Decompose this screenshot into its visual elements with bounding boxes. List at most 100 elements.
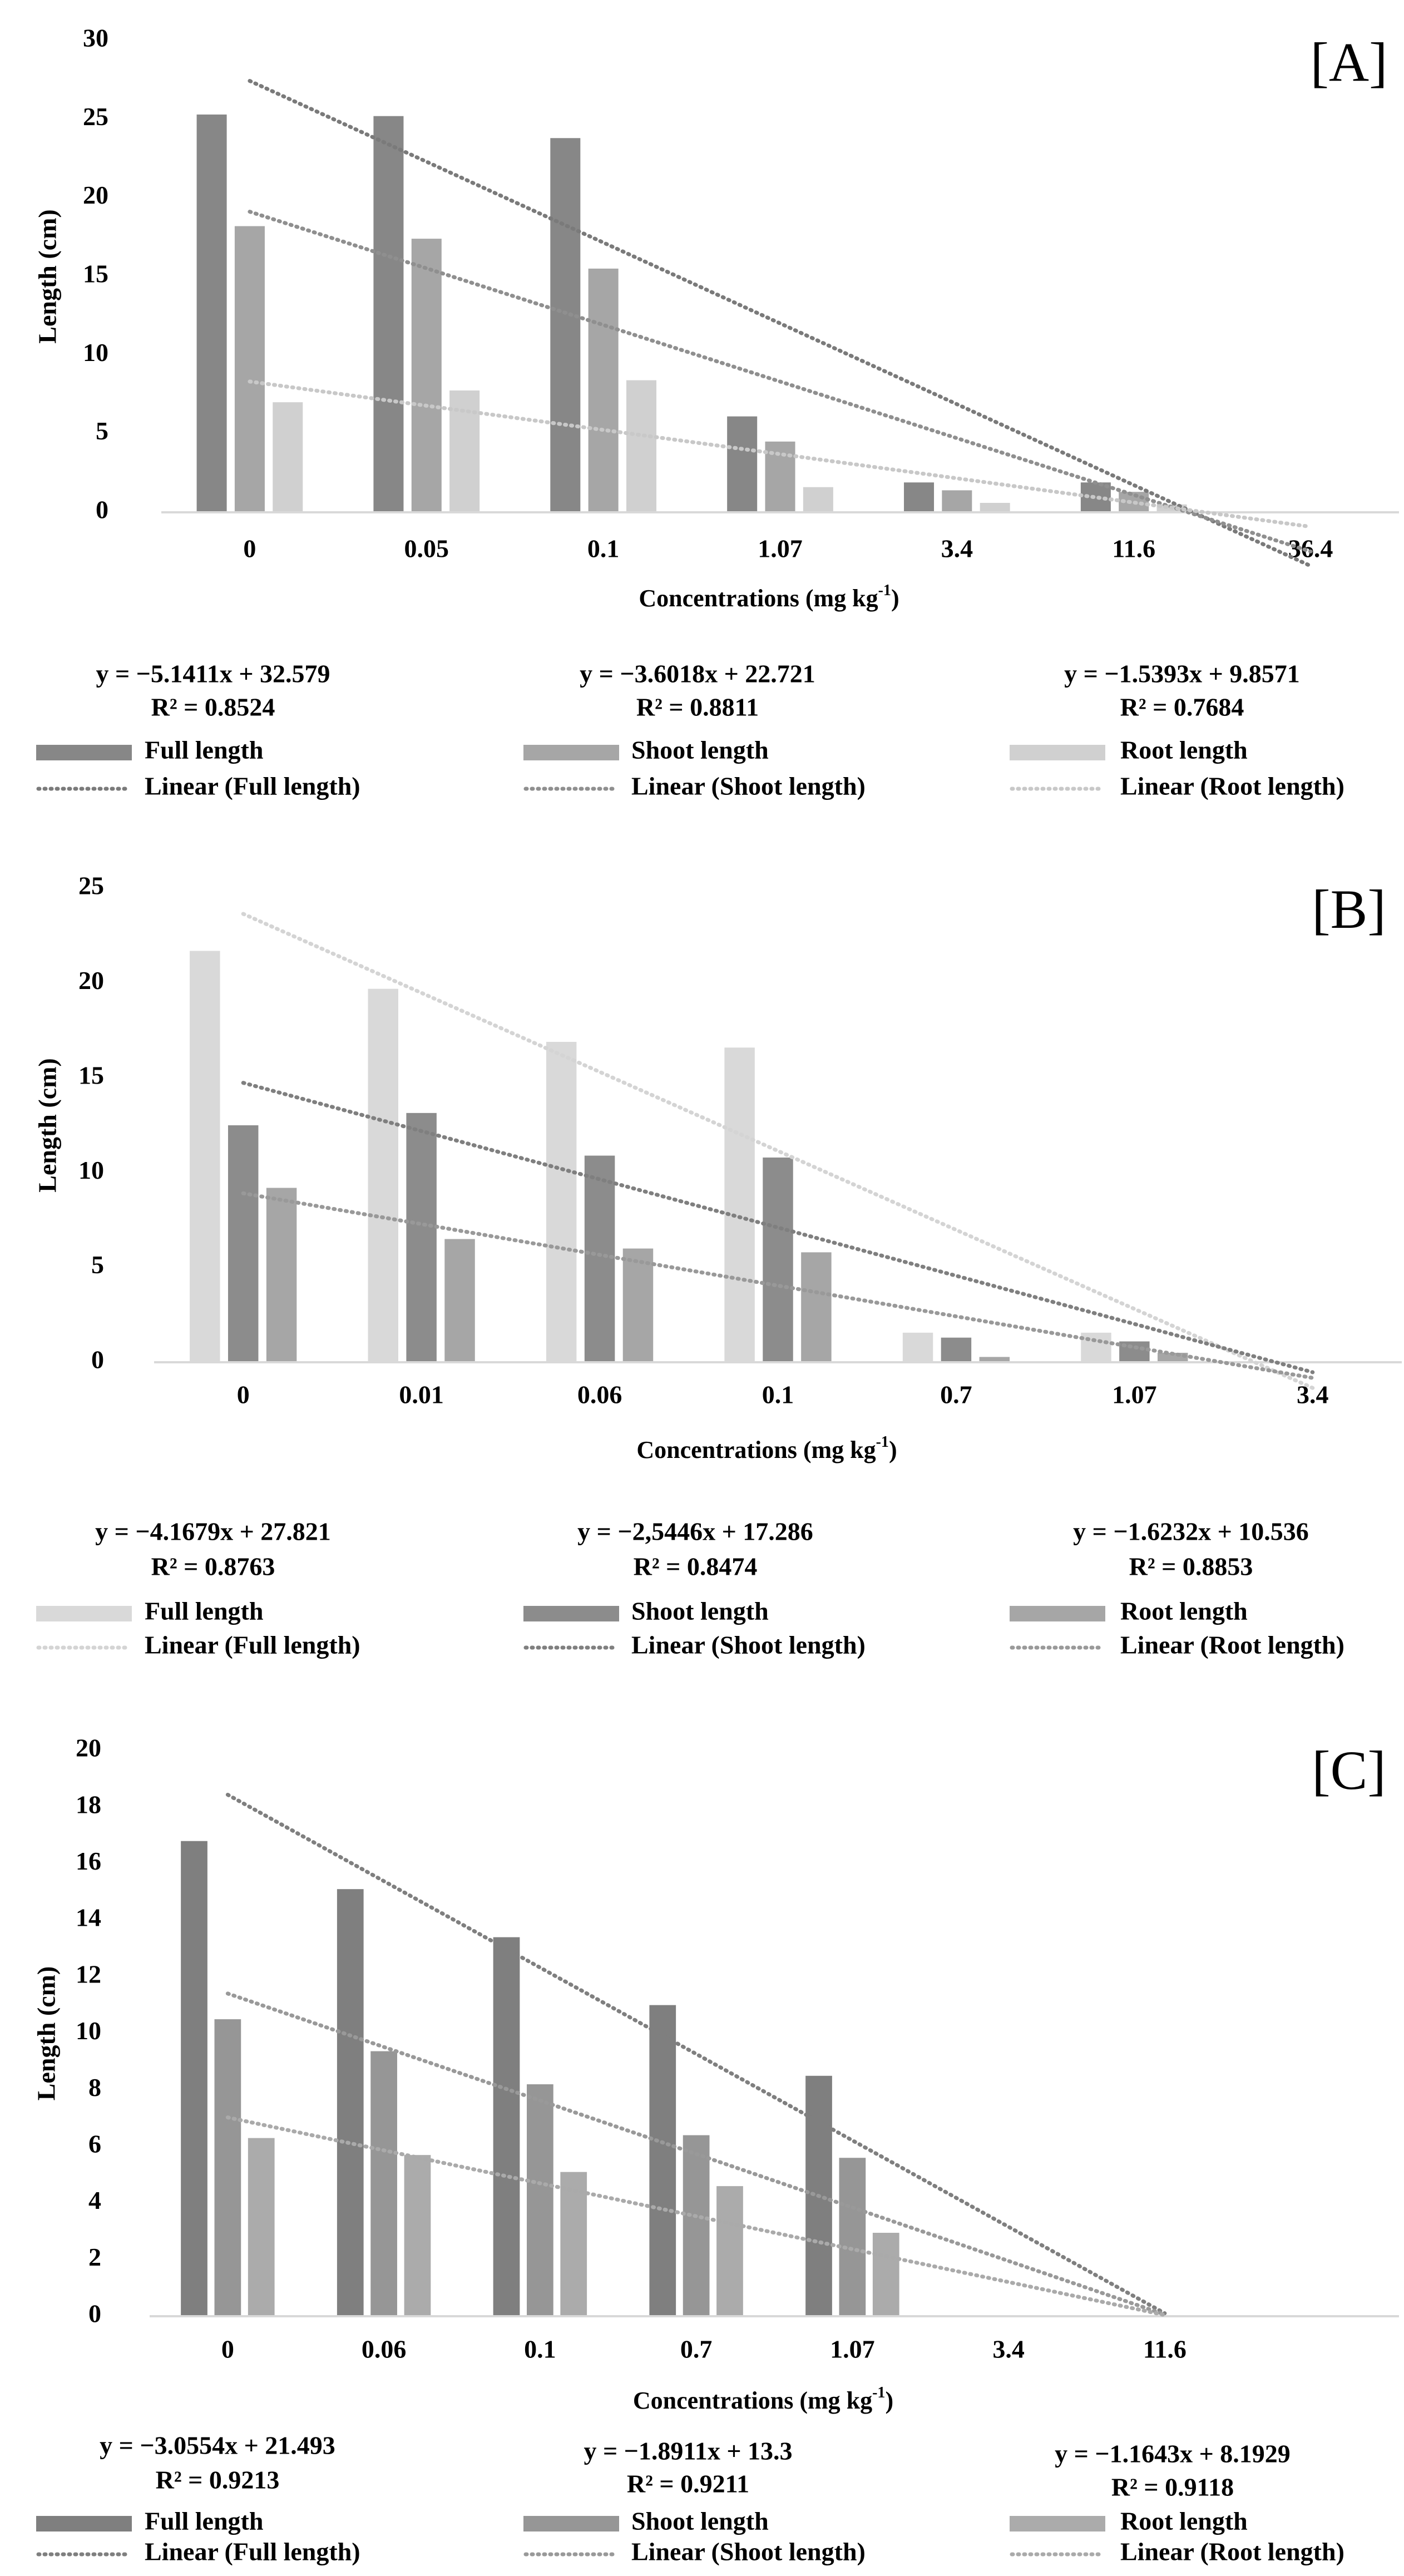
legend-label: Shoot length <box>631 2507 769 2535</box>
legend-label: Linear (Shoot length) <box>631 772 866 800</box>
trendline-shoot <box>248 210 1313 553</box>
x-tick-label: 0.1 <box>587 535 620 563</box>
legend-label: Full length <box>145 1597 263 1625</box>
y-tick-label: 15 <box>83 260 108 288</box>
bar-shoot-length <box>839 2158 866 2316</box>
y-tick-label: 16 <box>76 1847 101 1875</box>
y-axis-title: Length (cm) <box>33 1058 62 1192</box>
trendline-full <box>225 1792 1167 2316</box>
legend: Full length Shoot length Root length Linear… <box>36 736 1344 800</box>
trend-equation: y = −1.8911x + 13.3 <box>584 2437 792 2465</box>
trendline-shoot <box>225 1991 1167 2317</box>
x-axis-title-text: Concentrations (mg kg <box>639 585 878 612</box>
bar-shoot-length <box>941 1337 972 1362</box>
trend-equation: y = −1.5393x + 9.8571 <box>1064 660 1300 688</box>
x-tick-label: 0.1 <box>524 2335 556 2364</box>
y-tick-label: 30 <box>83 24 108 52</box>
panel-label: [C] <box>1312 1739 1386 1801</box>
y-tick-label: 20 <box>78 966 104 995</box>
legend-swatch <box>36 2516 132 2531</box>
x-axis-title-text: Concentrations (mg kg <box>636 1436 876 1463</box>
x-axis-title: Concentrations (mg kg-1) <box>633 2384 893 2414</box>
x-tick-label: 0.7 <box>680 2335 713 2364</box>
bar-full-length <box>649 2005 676 2316</box>
x-axis-title-sup: -1 <box>872 2384 885 2401</box>
bar-root-length <box>716 2186 743 2316</box>
trendline-shoot <box>241 1081 1315 1374</box>
y-tick-label: 10 <box>76 2016 101 2045</box>
y-tick-label: 12 <box>76 1960 101 1988</box>
bar-shoot-length <box>214 2019 241 2316</box>
legend: Full length Shoot length Root length Linear… <box>36 2507 1344 2566</box>
x-axis-title-end: ) <box>889 1436 897 1463</box>
bar-shoot-length <box>406 1113 437 1362</box>
legend-swatch <box>36 745 132 760</box>
x-tick-label: 0 <box>243 535 256 563</box>
trendline-root <box>225 2115 1167 2317</box>
trend-r2: R² = 0.8811 <box>636 693 759 721</box>
legend-swatch <box>36 1606 132 1621</box>
x-axis-title-sup: -1 <box>876 1433 889 1451</box>
legend-label: Linear (Shoot length) <box>631 2538 866 2566</box>
x-tick-label: 0 <box>221 2335 234 2364</box>
trend-equation: y = −3.6018x + 22.721 <box>580 660 815 688</box>
y-tick-label: 15 <box>78 1061 104 1089</box>
y-tick-label: 6 <box>88 2129 101 2158</box>
bar-full-length <box>196 114 227 512</box>
x-axis-title-end: ) <box>885 2387 893 2414</box>
x-tick-label: 3.4 <box>1297 1381 1329 1409</box>
bar-shoot-length <box>942 490 972 512</box>
chart-panel-c: 0 2 4 6 8 10 12 14 16 18 20 Length (cm) 0 0.06 0.1 0.7 1… <box>32 1734 1399 2566</box>
bar-root-length <box>248 2138 275 2316</box>
trend-r2: R² = 0.8853 <box>1129 1552 1253 1581</box>
bar-full-length <box>550 138 581 513</box>
x-axis-title-end: ) <box>891 585 899 612</box>
bar-shoot-length <box>228 1125 259 1362</box>
trend-r2: R² = 0.8474 <box>634 1552 758 1581</box>
x-tick-label: 1.07 <box>1112 1381 1157 1409</box>
bar-full-length <box>727 416 758 512</box>
trendline-root <box>248 379 1313 529</box>
y-axis-title: Length (cm) <box>32 1966 61 2100</box>
bar-full-length <box>190 951 220 1362</box>
bar-root-length <box>404 2155 431 2316</box>
y-tick-label: 0 <box>91 1346 104 1374</box>
x-tick-label: 0.05 <box>404 535 449 563</box>
bar-full-length <box>181 1841 207 2316</box>
bar-root-length <box>622 1248 654 1362</box>
x-tick-label: 0.06 <box>577 1381 622 1409</box>
trendline-root <box>241 1191 1315 1380</box>
x-tick-label: 11.6 <box>1143 2335 1187 2364</box>
trend-equation: y = −1.1643x + 8.1929 <box>1055 2440 1291 2468</box>
x-tick-label: 11.6 <box>1112 535 1155 563</box>
bar-root-length <box>444 1239 475 1362</box>
x-tick-label: 1.07 <box>758 535 803 563</box>
bar-full-length <box>904 482 935 512</box>
trend-r2: R² = 0.7684 <box>1120 693 1244 721</box>
legend-label: Linear (Shoot length) <box>631 1631 866 1659</box>
trend-equation: y = −3.0554x + 21.493 <box>100 2431 335 2460</box>
y-tick-label: 5 <box>96 417 108 445</box>
bar-full-length <box>493 1937 520 2316</box>
bar-root-length <box>266 1188 297 1362</box>
y-tick-label: 4 <box>88 2186 101 2214</box>
y-tick-label: 18 <box>76 1790 101 1818</box>
bar-full-length <box>546 1042 577 1362</box>
bar-shoot-length <box>234 226 265 513</box>
bar-shoot-length <box>527 2084 553 2316</box>
trend-r2: R² = 0.8763 <box>151 1552 275 1581</box>
bar-full-length <box>902 1332 933 1362</box>
trend-r2: R² = 0.8524 <box>151 693 275 721</box>
legend-swatch <box>1010 1606 1105 1621</box>
bar-root-length <box>872 2232 899 2316</box>
y-tick-label: 14 <box>76 1903 101 1932</box>
y-tick-label: 10 <box>78 1156 104 1184</box>
bar-shoot-length <box>370 2051 397 2316</box>
trend-r2: R² = 0.9211 <box>627 2470 749 2498</box>
x-axis-title-text: Concentrations (mg kg <box>633 2387 872 2414</box>
y-axis-title: Length (cm) <box>33 209 62 343</box>
legend-label: Shoot length <box>631 1597 769 1625</box>
legend-label: Shoot length <box>631 736 769 764</box>
